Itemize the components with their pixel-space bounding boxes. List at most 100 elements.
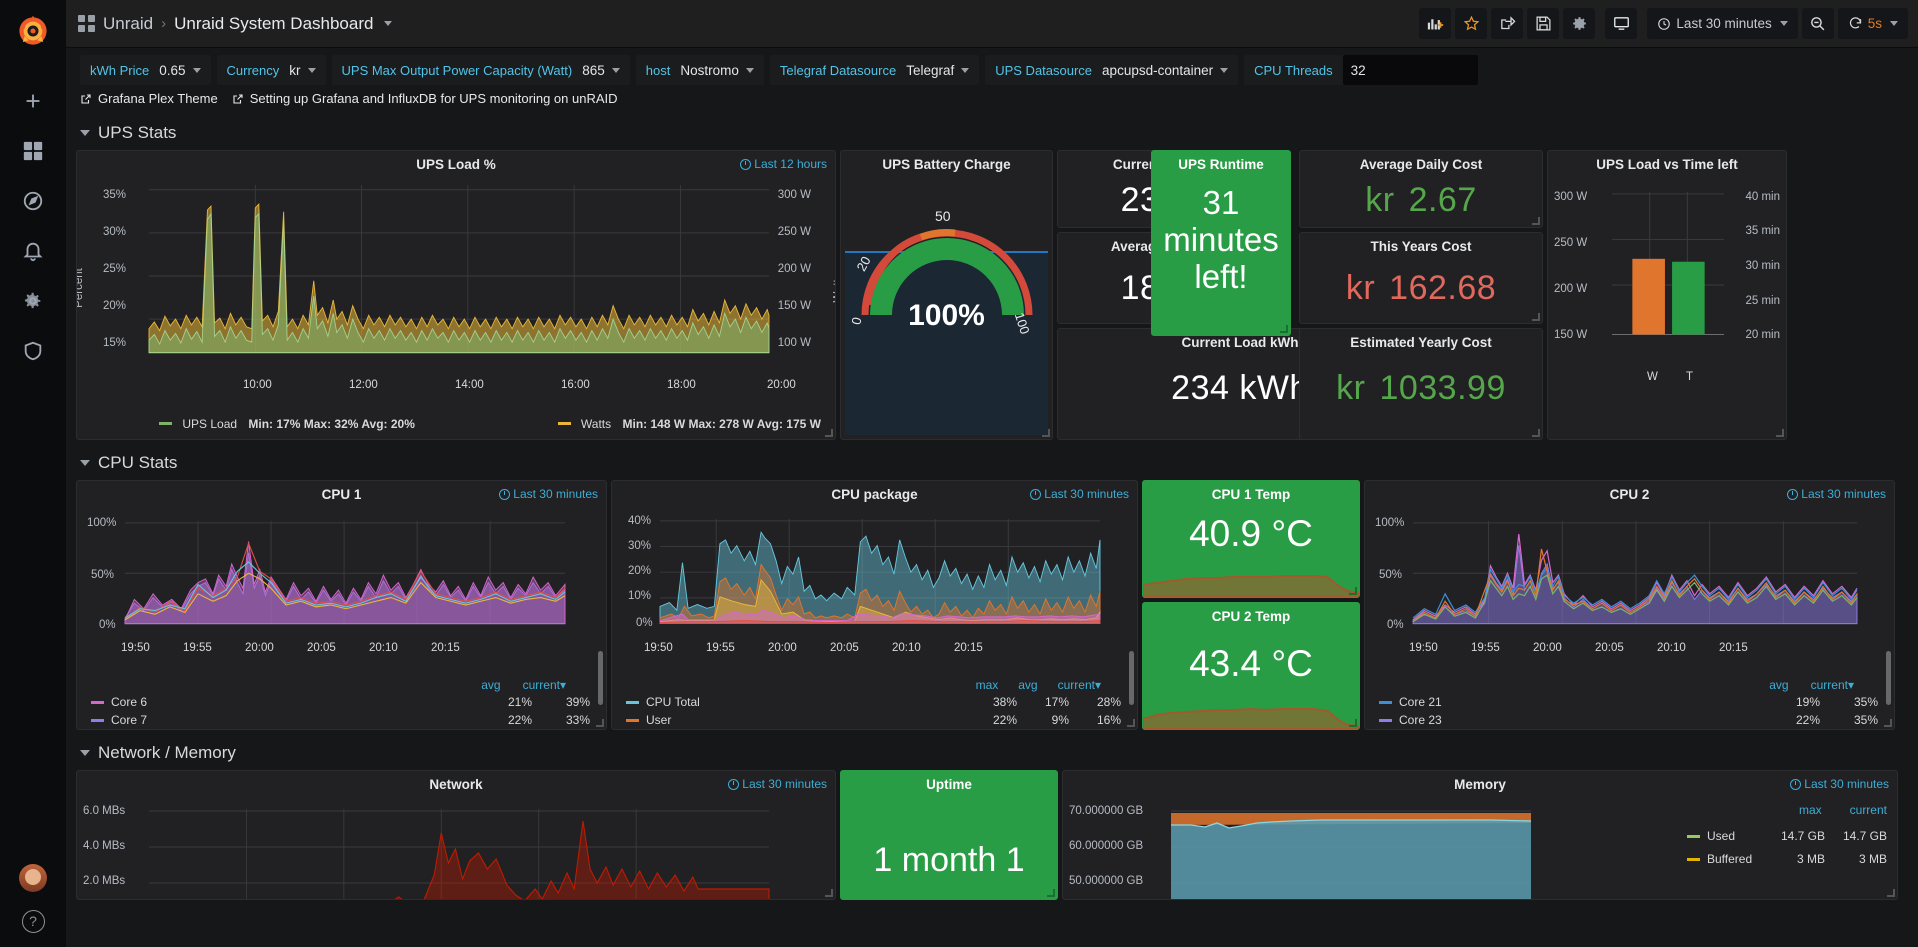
- variable-currency[interactable]: Currency kr: [216, 55, 326, 85]
- network-chart[interactable]: 6.0 MBs 4.0 MBs 2.0 MBs: [77, 797, 835, 899]
- legend-swatch: [626, 700, 639, 704]
- legend-col-current[interactable]: current▾: [1810, 678, 1854, 692]
- cpu1-chart[interactable]: 100% 50% 0%: [77, 507, 606, 654]
- panel-resize-handle[interactable]: [825, 889, 833, 897]
- panel-resize-handle[interactable]: [1349, 719, 1357, 727]
- stat-value: kr 2.67: [1300, 177, 1542, 223]
- legend-item[interactable]: Core 7 22% 33%: [91, 713, 590, 727]
- legend-item[interactable]: Core 21 19% 35%: [1379, 695, 1878, 709]
- panel-resize-handle[interactable]: [1349, 587, 1357, 595]
- legend-scrollbar[interactable]: [598, 651, 603, 705]
- variable-value[interactable]: 0.65: [159, 63, 201, 78]
- tv-icon[interactable]: [1605, 8, 1638, 39]
- chevron-down-icon[interactable]: [384, 21, 393, 26]
- panel-time-override[interactable]: Last 30 minutes: [728, 777, 827, 791]
- cpu-package-chart[interactable]: 40% 30% 20% 10% 0%: [612, 507, 1137, 654]
- panel-resize-handle[interactable]: [596, 719, 604, 727]
- grafana-logo-icon[interactable]: [10, 8, 56, 54]
- variable-ups-max-output-power-capacity[interactable]: UPS Max Output Power Capacity (Watt) 865: [331, 55, 630, 85]
- cpu2-chart[interactable]: 100% 50% 0%: [1365, 507, 1894, 654]
- save-icon[interactable]: [1527, 8, 1560, 39]
- star-icon[interactable]: [1455, 8, 1488, 39]
- panel-resize-handle[interactable]: [1532, 313, 1540, 321]
- legend-col-avg[interactable]: avg: [1769, 678, 1789, 692]
- add-panel-icon[interactable]: [1419, 8, 1452, 39]
- breadcrumb-root[interactable]: Unraid: [103, 13, 154, 33]
- legend-col-current[interactable]: current▾: [1057, 678, 1101, 692]
- dashboard-link-ups-monitoring-guide[interactable]: Setting up Grafana and InfluxDB for UPS …: [232, 91, 618, 106]
- legend-item[interactable]: Core 23 22% 35%: [1379, 713, 1878, 727]
- legend-scrollbar[interactable]: [1886, 651, 1891, 705]
- dashboard-link-grafana-plex-theme[interactable]: Grafana Plex Theme: [80, 91, 218, 106]
- stat-value: kr 1033.99: [1300, 355, 1542, 421]
- dashboard-grid-icon[interactable]: [78, 15, 95, 32]
- cpu-threads-input[interactable]: [1342, 55, 1478, 85]
- panel-resize-handle[interactable]: [1776, 429, 1784, 437]
- panel-resize-handle[interactable]: [825, 429, 833, 437]
- legend-col-current[interactable]: current▾: [522, 678, 566, 692]
- variable-cpu-threads[interactable]: CPU Threads: [1244, 55, 1478, 85]
- variable-host[interactable]: host Nostromo: [635, 55, 764, 85]
- row-header-ups-stats[interactable]: UPS Stats: [80, 118, 1908, 148]
- legend-item[interactable]: User 22% 9% 16%: [626, 713, 1121, 727]
- share-icon[interactable]: [1491, 8, 1524, 39]
- page-title[interactable]: Unraid System Dashboard: [174, 13, 374, 33]
- ups-load-vs-time-chart[interactable]: 300 W 250 W 200 W 150 W 40 min 35 min 30…: [1548, 177, 1786, 407]
- sidebar-item-configuration[interactable]: [10, 276, 56, 326]
- legend-item[interactable]: Watts Min: 148 W Max: 278 W Avg: 175 W: [557, 417, 821, 431]
- legend-item[interactable]: Buffered 3 MB 3 MB: [1687, 852, 1887, 866]
- legend-col-avg[interactable]: avg: [1018, 678, 1038, 692]
- variable-telegraf-datasource[interactable]: Telegraf Datasource Telegraf: [769, 55, 980, 85]
- panel-title: Average Daily Cost: [1359, 156, 1483, 172]
- panel-resize-handle[interactable]: [1887, 889, 1895, 897]
- avatar[interactable]: [19, 864, 47, 892]
- x-tick: T: [1686, 371, 1694, 383]
- legend-col-current[interactable]: current: [1849, 803, 1887, 817]
- sidebar-item-server-admin[interactable]: [10, 326, 56, 376]
- panel-time-override[interactable]: Last 30 minutes: [1030, 487, 1129, 501]
- panel-time-override[interactable]: Last 30 minutes: [1790, 777, 1889, 791]
- time-range-picker[interactable]: Last 30 minutes: [1647, 8, 1798, 39]
- time-range-button[interactable]: Last 30 minutes: [1647, 8, 1798, 39]
- zoom-out-icon[interactable]: [1801, 8, 1834, 39]
- row-header-network-memory[interactable]: Network / Memory: [80, 738, 1908, 768]
- panel-resize-handle[interactable]: [1532, 217, 1540, 225]
- variable-ups-datasource[interactable]: UPS Datasource apcupsd-container: [985, 55, 1239, 85]
- sidebar-item-dashboards[interactable]: [10, 126, 56, 176]
- legend-scrollbar[interactable]: [1129, 651, 1134, 705]
- legend-col-avg[interactable]: avg: [481, 678, 501, 692]
- legend-item[interactable]: CPU Total 38% 17% 28%: [626, 695, 1121, 709]
- panel-resize-handle[interactable]: [1280, 325, 1288, 333]
- sidebar-item-alerting[interactable]: [10, 226, 56, 276]
- row-header-cpu-stats[interactable]: CPU Stats: [80, 448, 1908, 478]
- chevron-down-icon: [192, 67, 201, 73]
- sidebar-item-explore[interactable]: [10, 176, 56, 226]
- memory-chart[interactable]: 70.000000 GB 60.000000 GB 50.000000 GB: [1063, 797, 1897, 899]
- panel-resize-handle[interactable]: [1042, 429, 1050, 437]
- legend-col-max[interactable]: max: [975, 678, 999, 692]
- help-icon[interactable]: ?: [21, 910, 45, 933]
- variable-value[interactable]: apcupsd-container: [1102, 63, 1229, 78]
- legend-item[interactable]: Used 14.7 GB 14.7 GB: [1687, 829, 1887, 843]
- legend-item[interactable]: Core 6 21% 39%: [91, 695, 590, 709]
- legend-col-max[interactable]: max: [1798, 803, 1822, 817]
- variable-value[interactable]: kr: [289, 63, 316, 78]
- panel-resize-handle[interactable]: [1047, 889, 1055, 897]
- panel-time-override[interactable]: Last 12 hours: [740, 157, 827, 171]
- panel-resize-handle[interactable]: [1884, 719, 1892, 727]
- gauge-arc: 50 20 0 100: [848, 208, 1032, 336]
- panel-time-override[interactable]: Last 30 minutes: [1787, 487, 1886, 501]
- sidebar-item-create[interactable]: [10, 76, 56, 126]
- panel-this-years-cost: This Years Cost kr 162.68: [1299, 232, 1543, 324]
- legend-item[interactable]: UPS Load Min: 17% Max: 32% Avg: 20%: [159, 417, 415, 431]
- ups-load-chart[interactable]: Percent Watts 35% 30% 25% 20% 15% 300 W …: [77, 177, 835, 391]
- panel-resize-handle[interactable]: [1127, 719, 1135, 727]
- variable-value[interactable]: Nostromo: [680, 63, 754, 78]
- variable-value[interactable]: 865: [582, 63, 620, 78]
- variable-value[interactable]: Telegraf: [906, 63, 970, 78]
- gear-icon[interactable]: [1563, 8, 1596, 39]
- refresh-button[interactable]: 5s: [1837, 8, 1908, 39]
- panel-resize-handle[interactable]: [1532, 429, 1540, 437]
- variable-kwh-price[interactable]: kWh Price 0.65: [80, 55, 211, 85]
- panel-time-override[interactable]: Last 30 minutes: [499, 487, 598, 501]
